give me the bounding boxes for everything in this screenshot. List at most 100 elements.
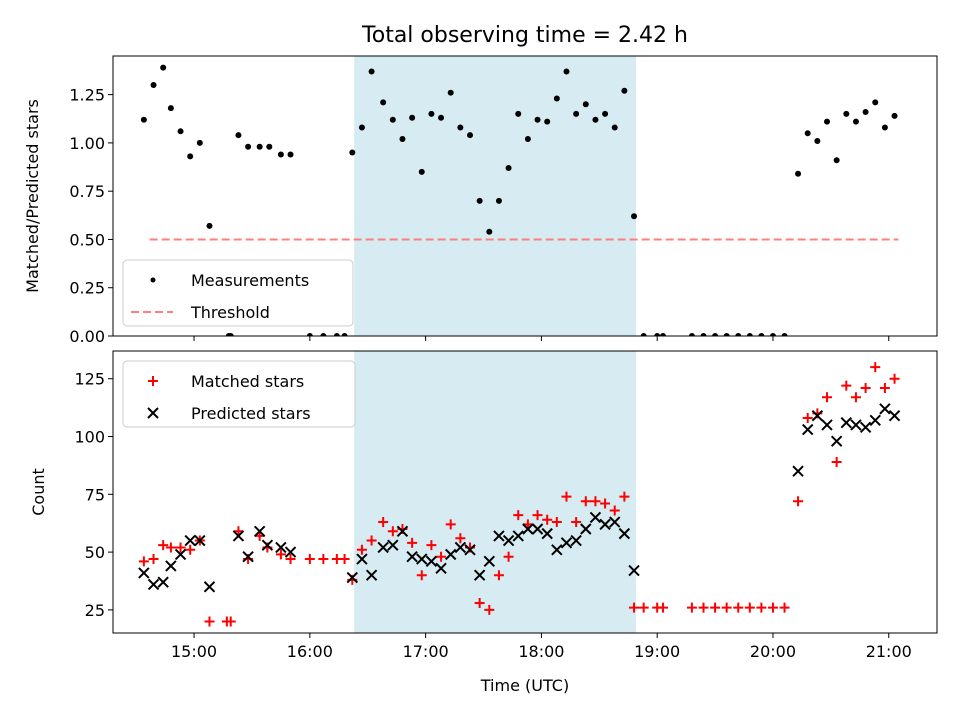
measurement-point <box>746 333 753 336</box>
predicted-star-point <box>801 423 814 436</box>
measurement-point <box>206 222 213 229</box>
predicted-star-point <box>551 544 563 556</box>
matched-star-point <box>138 556 149 567</box>
measurement-point <box>380 99 387 106</box>
measurement-point <box>277 151 284 158</box>
predicted-star-point <box>531 523 544 535</box>
measurement-point <box>457 124 464 131</box>
predicted-star-point <box>850 419 862 431</box>
predicted-star-point <box>444 548 457 561</box>
measurement-point <box>160 64 167 71</box>
matched-star-point <box>148 554 159 565</box>
measurement-point <box>688 333 695 336</box>
observing-window-shade <box>354 56 636 336</box>
measurement-point <box>804 130 811 137</box>
predicted-star-point <box>792 465 804 477</box>
predicted-star-point <box>425 555 438 568</box>
y-tick-label: 0.75 <box>69 182 105 201</box>
matched-star-point <box>831 456 842 467</box>
measurement-point <box>266 143 273 150</box>
legend-marker <box>148 376 158 386</box>
matched-star-point <box>638 602 649 613</box>
predicted-star-point <box>435 562 447 574</box>
y-tick-label: 25 <box>85 601 105 620</box>
measurement-point <box>631 213 638 220</box>
axes-frame <box>112 350 938 634</box>
x-tick-label: 15:00 <box>171 642 217 661</box>
predicted-star-point <box>618 527 631 540</box>
y-tick-label: 1.25 <box>69 86 105 105</box>
matched-star-point <box>416 570 427 581</box>
predicted-star-point <box>377 541 389 554</box>
matched-star-point <box>407 537 418 548</box>
legend-marker <box>147 407 159 419</box>
x-tick-label: 19:00 <box>634 642 680 661</box>
predicted-star-point <box>165 560 177 572</box>
matched-star-point <box>841 380 852 391</box>
matched-star-point <box>378 517 389 528</box>
matched-star-point <box>721 602 732 613</box>
predicted-star-point <box>356 553 368 565</box>
legend-marker <box>150 277 156 283</box>
x-tick-label: 18:00 <box>518 642 564 661</box>
matched-star-point <box>870 362 881 373</box>
measurement-point <box>438 114 445 121</box>
measurement-point <box>833 157 840 164</box>
predicted-star-point <box>184 534 196 547</box>
y-tick-label: 50 <box>85 543 105 562</box>
predicted-star-point <box>253 525 266 538</box>
measurement-point <box>368 68 375 75</box>
predicted-star-point <box>888 410 901 422</box>
observing-window-shade <box>354 351 636 633</box>
measurement-point <box>486 228 493 235</box>
measurement-point <box>150 81 157 88</box>
measurement-point <box>563 68 570 75</box>
measurement-point <box>341 333 348 336</box>
measurement-point <box>320 333 327 336</box>
predicted-star-point <box>194 534 206 547</box>
predicted-star-point <box>147 578 160 591</box>
matched-star-point <box>590 496 601 507</box>
axes-frame <box>112 55 938 337</box>
matched-star-point <box>493 570 504 581</box>
legend: Measurements Threshold <box>122 259 354 327</box>
legend-label: Threshold <box>190 303 270 322</box>
matched-star-point <box>551 517 562 528</box>
measurement-point <box>476 197 483 204</box>
matched-star-point <box>165 542 176 553</box>
matched-star-point <box>275 549 286 560</box>
y-axis-label: Matched/Predicted stars <box>23 99 42 293</box>
x-axis-label: Time (UTC) <box>480 676 569 695</box>
matched-star-point <box>779 602 790 613</box>
y-tick-label: 75 <box>85 485 105 504</box>
predicted-star-point <box>174 548 187 561</box>
measurement-point <box>140 116 147 123</box>
matched-star-point <box>600 498 611 509</box>
legend: Matched stars Predicted stars <box>122 360 356 428</box>
predicted-star-point <box>454 541 467 554</box>
measurement-point <box>235 132 242 139</box>
measurement-point <box>611 124 618 131</box>
measurement-point <box>409 114 416 121</box>
predicted-star-point <box>589 511 602 524</box>
matched-star-point <box>744 602 755 613</box>
measurement-point <box>167 105 174 112</box>
predicted-star-point <box>560 537 573 549</box>
predicted-star-point <box>275 541 287 554</box>
measurement-point <box>621 87 628 94</box>
predicted-star-point <box>879 403 891 415</box>
matched-star-point <box>436 551 447 562</box>
measurement-point <box>769 333 776 336</box>
matched-star-point <box>860 382 871 393</box>
predicted-star-point <box>859 421 872 433</box>
measurement-point <box>333 333 340 336</box>
predicted-star-point <box>811 410 824 422</box>
matched-star-point <box>609 505 620 516</box>
measurement-point <box>428 110 435 117</box>
matched-star-point <box>793 496 804 507</box>
predicted-star-point <box>416 553 428 565</box>
legend-box <box>122 360 356 428</box>
matched-star-point <box>455 533 466 544</box>
measurement-point <box>227 333 234 336</box>
chart-title: Total observing time = 2.42 h <box>361 23 688 48</box>
